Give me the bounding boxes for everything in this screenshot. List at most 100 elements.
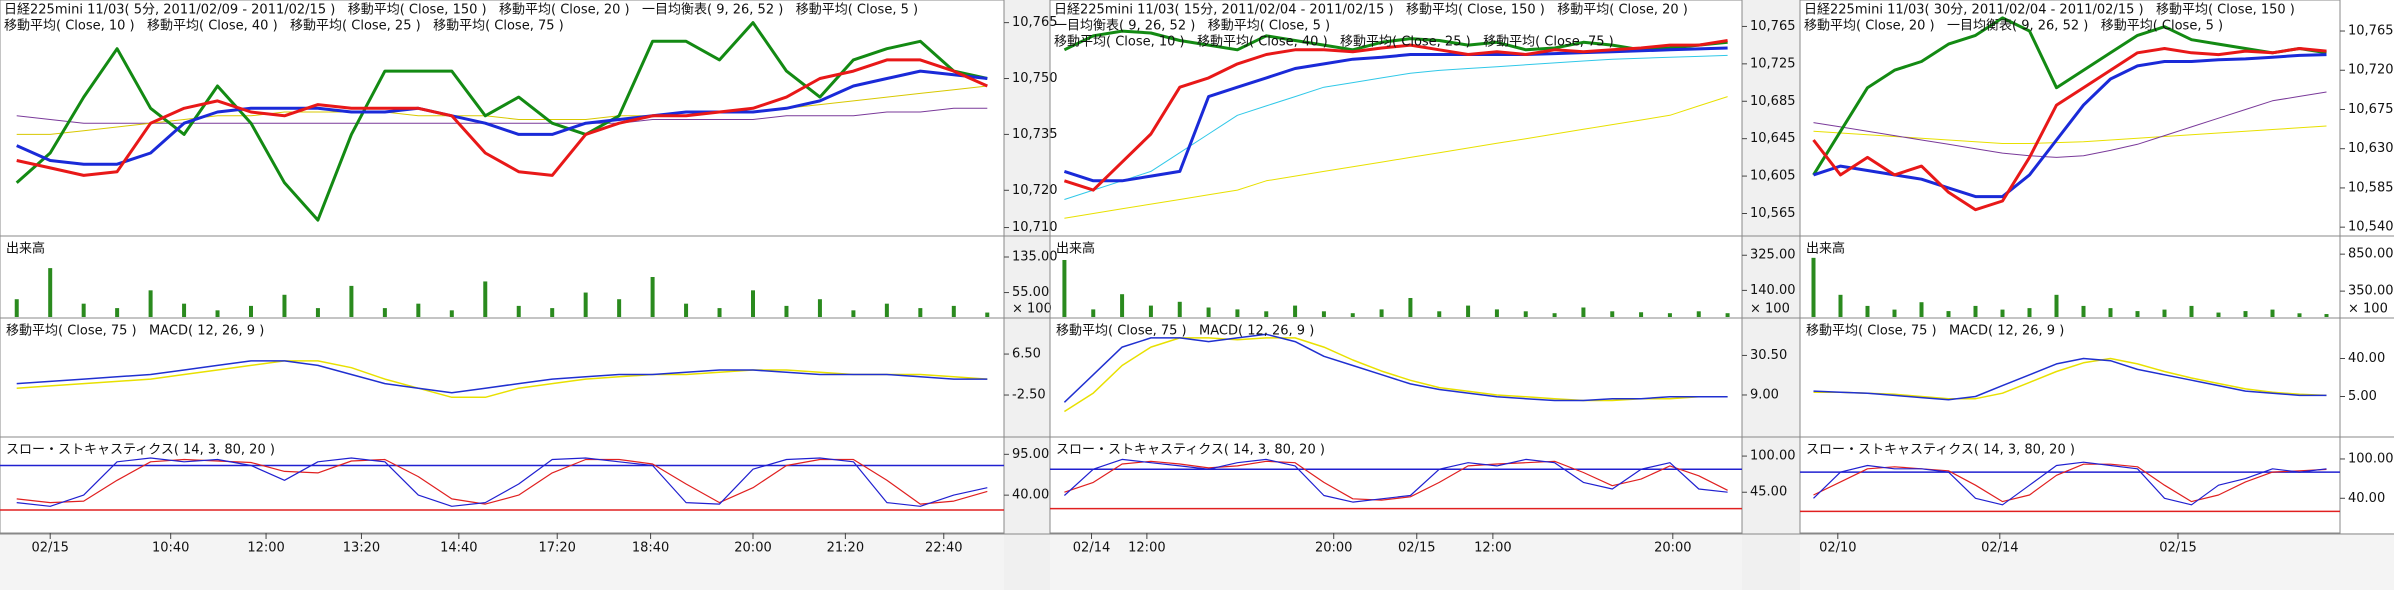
indicator-line xyxy=(1813,461,2327,506)
volume-bar xyxy=(249,305,253,317)
volume-bar xyxy=(650,277,655,317)
volume-bar xyxy=(1264,311,1269,317)
volume-bar xyxy=(349,285,354,317)
y-tick-label: 10,645 xyxy=(1750,131,1796,146)
y-tick-label: 100.00 xyxy=(1750,449,1796,464)
volume-bar xyxy=(1725,313,1730,317)
x-tick-label: 12:00 xyxy=(247,541,284,556)
indicator-line xyxy=(16,107,988,124)
volume-bar xyxy=(985,312,990,317)
y-tick-label: 10,585 xyxy=(2348,180,2394,195)
volume-bar xyxy=(2000,309,2005,317)
volume-bar xyxy=(1235,309,1240,317)
volume-bar xyxy=(784,305,789,317)
panel-header: 一目均衡表( 9, 26, 52 ) 移動平均( Close, 5 ) xyxy=(1054,19,1330,34)
y-tick-label: 10,630 xyxy=(2348,141,2394,156)
volume-bar xyxy=(1494,309,1499,317)
unit-label: × 100 xyxy=(1750,302,1790,317)
y-tick-label: 10,710 xyxy=(1012,220,1058,235)
volume-bar xyxy=(282,294,287,317)
indicator-line xyxy=(16,457,988,507)
y-tick-label: 10,725 xyxy=(1750,56,1796,71)
y-tick-label: 5.00 xyxy=(2348,389,2377,404)
indicator-line xyxy=(1813,357,2327,401)
y-tick-label: 10,765 xyxy=(1750,19,1796,34)
y-tick-label: 40.00 xyxy=(1012,488,1049,503)
volume-bar xyxy=(1293,305,1298,317)
indicator-line xyxy=(16,458,988,505)
volume-bar xyxy=(416,303,421,317)
y-tick-label: 100.00 xyxy=(2348,451,2394,466)
row-label: 出来高 xyxy=(6,241,45,257)
indicator-line xyxy=(16,69,988,166)
y-tick-label: 10,720 xyxy=(2348,63,2394,78)
panel-header: 日経225mini 11/03( 15分, 2011/02/04 - 2011/… xyxy=(1054,3,1688,18)
y-tick-label: 10,735 xyxy=(1012,127,1058,142)
panel-frame xyxy=(1049,0,1743,534)
volume-bar xyxy=(1350,313,1355,317)
volume-bar xyxy=(1177,301,1182,317)
x-tick-label: 18:40 xyxy=(632,541,669,556)
volume-bar xyxy=(315,308,320,317)
row-label: 出来高 xyxy=(1806,241,1845,257)
volume-bar xyxy=(1062,259,1067,317)
volume-bar xyxy=(1667,313,1672,317)
x-tick-label: 20:00 xyxy=(1315,541,1352,556)
y-tick-label: 40.00 xyxy=(2348,351,2385,366)
volume-bar xyxy=(1148,305,1153,317)
indicator-line xyxy=(1063,458,1728,503)
y-tick-label: 10,765 xyxy=(1012,15,1058,30)
indicator-line xyxy=(1813,357,2327,400)
volume-bar xyxy=(2054,294,2059,317)
volume-bar xyxy=(583,292,588,317)
y-tick-label: 10,605 xyxy=(1750,169,1796,184)
volume-bar xyxy=(817,299,822,317)
volume-bar xyxy=(182,303,187,317)
volume-bar xyxy=(449,310,454,317)
row-label: 出来高 xyxy=(1056,241,1095,257)
volume-bar xyxy=(382,308,387,317)
volume-bar xyxy=(1865,305,1870,317)
x-tick-label: 02/14 xyxy=(1981,541,2018,556)
volume-bar xyxy=(1091,309,1096,317)
indicator-line xyxy=(1064,96,1728,219)
x-tick-label: 21:20 xyxy=(827,541,864,556)
indicator-line xyxy=(16,360,988,399)
y-tick-label: -2.50 xyxy=(1012,388,1046,403)
y-tick-label: 10,540 xyxy=(2348,220,2394,235)
indicator-line xyxy=(1813,91,2327,158)
volume-bar xyxy=(717,308,722,317)
row-label: 移動平均( Close, 75 ) MACD( 12, 26, 9 ) xyxy=(1056,324,1314,339)
y-tick-label: 850.00 xyxy=(2348,247,2394,262)
panel-frame xyxy=(0,0,1005,534)
y-tick-label: 10,765 xyxy=(2348,24,2394,39)
volume-bar xyxy=(2297,313,2302,317)
volume-bar xyxy=(1206,307,1211,317)
indicator-line xyxy=(1063,333,1728,403)
volume-bar xyxy=(2324,314,2329,317)
indicator-line xyxy=(1812,16,2327,176)
y-tick-label: 10,685 xyxy=(1750,94,1796,109)
unit-label: × 100 xyxy=(2348,302,2388,317)
volume-bar xyxy=(1919,302,1924,317)
indicator-line xyxy=(1812,47,2327,212)
x-tick-label: 02/10 xyxy=(1819,541,1856,556)
volume-bar xyxy=(1552,313,1557,317)
y-tick-label: 10,720 xyxy=(1012,183,1058,198)
volume-bar xyxy=(684,303,689,317)
volume-bar xyxy=(1639,312,1644,317)
volume-bar xyxy=(1696,311,1701,317)
volume-bar xyxy=(1892,309,1897,317)
x-tick-label: 10:40 xyxy=(152,541,189,556)
volume-bar xyxy=(1466,305,1471,317)
x-tick-label: 12:00 xyxy=(1128,541,1165,556)
x-tick-label: 02/15 xyxy=(2159,541,2196,556)
volume-bar xyxy=(1523,311,1528,317)
volume-bar xyxy=(751,290,755,317)
y-tick-label: 95.00 xyxy=(1012,447,1049,462)
volume-bar xyxy=(1437,311,1442,317)
volume-bar xyxy=(884,303,889,317)
volume-bar xyxy=(14,299,19,317)
